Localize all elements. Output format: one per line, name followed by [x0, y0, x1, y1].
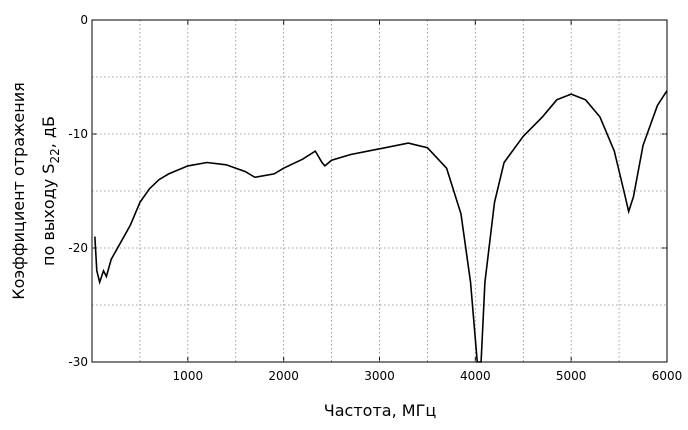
y-tick-label: -30 — [68, 355, 88, 369]
x-tick-label: 4000 — [460, 369, 491, 383]
plot-frame — [91, 19, 668, 363]
y-axis-label-subscript: 22 — [48, 148, 62, 163]
y-axis-label: Коэффициент отражения — [9, 82, 28, 300]
y-axis-label: по выходу S22, дБ — [39, 116, 62, 266]
y-axis-label-text: по выходу S — [39, 164, 58, 266]
y-axis-label-suffix: , дБ — [39, 116, 58, 148]
x-tick-label: 3000 — [364, 369, 395, 383]
y-tick-label: -10 — [68, 127, 88, 141]
x-tick-label: 5000 — [556, 369, 587, 383]
x-axis-label: Частота, МГц — [324, 401, 437, 420]
y-tick-label: -20 — [68, 241, 88, 255]
x-tick-label: 1000 — [173, 369, 204, 383]
x-tick-label: 6000 — [652, 369, 683, 383]
data-line — [94, 90, 668, 363]
x-tick-label: 2000 — [268, 369, 299, 383]
y-tick-label: 0 — [80, 13, 88, 27]
